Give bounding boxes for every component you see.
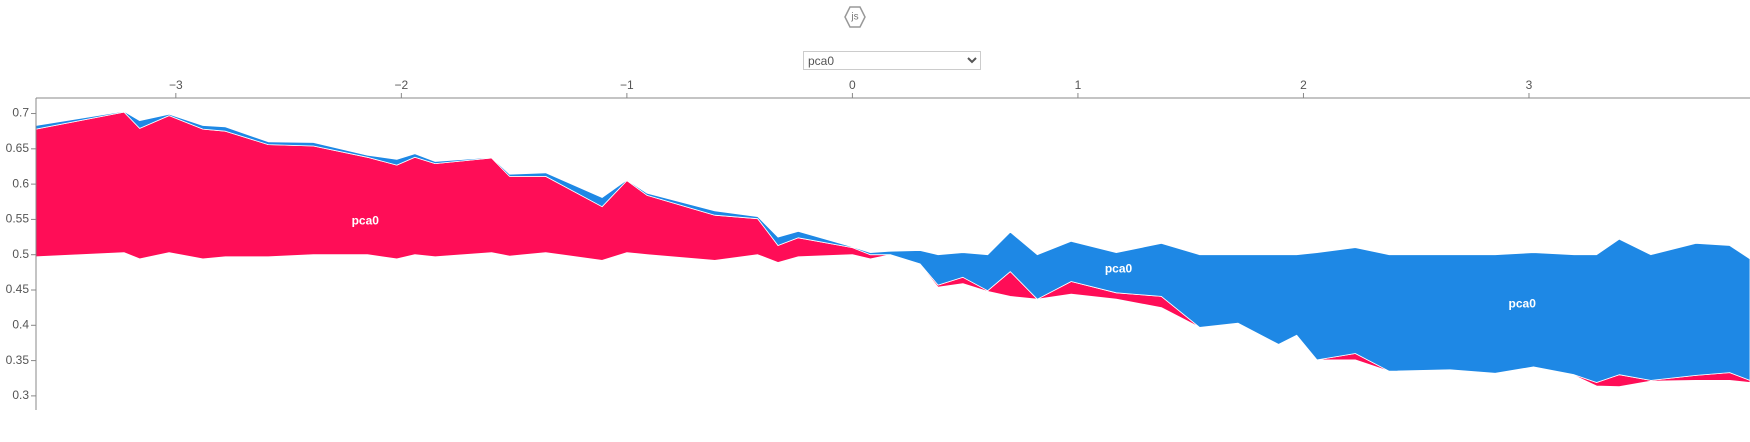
x-tick-label: −1 (620, 78, 634, 92)
y-tick-label: 0.55 (6, 212, 30, 226)
y-tick-label: 0.45 (6, 282, 30, 296)
x-tick-label: −2 (395, 78, 409, 92)
js-icon-label: js (850, 12, 858, 23)
area (35, 111, 1750, 383)
y-tick-label: 0.7 (12, 106, 29, 120)
y-tick-label: 0.65 (6, 141, 30, 155)
js-icon (844, 6, 866, 28)
feature-select[interactable]: pca0 (803, 51, 981, 70)
area-label: pca0 (352, 214, 380, 228)
y-tick-label: 0.4 (12, 317, 29, 331)
x-tick-label: 1 (1075, 78, 1082, 92)
y-tick-label: 0.6 (12, 176, 29, 190)
x-tick-label: 2 (1300, 78, 1307, 92)
y-tick-label: 0.3 (12, 388, 29, 402)
area-label: pca0 (1105, 262, 1133, 276)
y-tick-label: 0.35 (6, 353, 30, 367)
x-tick-label: 0 (849, 78, 856, 92)
y-tick-label: 0.5 (12, 247, 29, 261)
x-tick-label: 3 (1526, 78, 1533, 92)
area-label: pca0 (1509, 296, 1537, 310)
x-tick-label: −3 (169, 78, 183, 92)
